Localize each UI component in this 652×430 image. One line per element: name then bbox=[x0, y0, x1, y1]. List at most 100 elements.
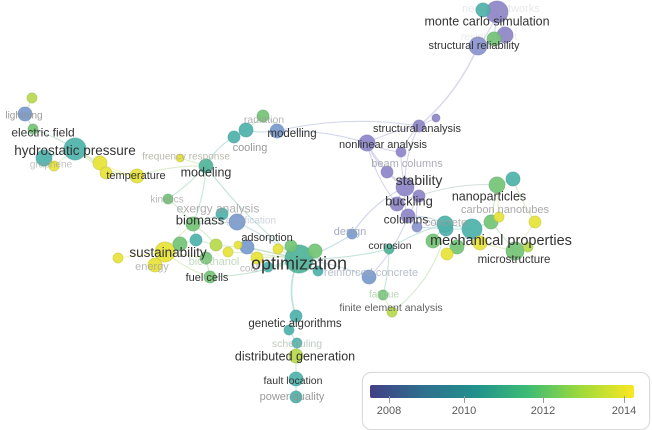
node-columns[interactable] bbox=[400, 208, 416, 224]
node-fuel-cells[interactable] bbox=[203, 270, 217, 284]
label-lightning[interactable]: lightning bbox=[5, 111, 42, 122]
label-residual-plot[interactable]: residual plot bbox=[461, 31, 518, 43]
node-n52[interactable] bbox=[222, 246, 234, 258]
node-n23[interactable] bbox=[505, 171, 521, 187]
node-fault-location[interactable] bbox=[288, 371, 304, 387]
node-n39[interactable] bbox=[284, 239, 298, 253]
label-monte-carlo-simulation[interactable]: monte carlo simulation bbox=[424, 15, 549, 29]
label-nanoparticles[interactable]: nanoparticles bbox=[452, 190, 526, 204]
node-distributed-generation[interactable] bbox=[288, 348, 304, 364]
node-n42[interactable] bbox=[250, 251, 264, 265]
label-frequency-response[interactable]: frequency response bbox=[142, 152, 230, 163]
label-corrosion[interactable]: corrosion bbox=[368, 240, 411, 252]
node-hydrostatic-pressure[interactable] bbox=[63, 137, 87, 161]
label-optimization[interactable]: optimization bbox=[251, 253, 347, 273]
label-genetic-algorithms[interactable]: genetic algorithms bbox=[248, 318, 342, 330]
node-n63[interactable] bbox=[35, 149, 53, 167]
node-radiation[interactable] bbox=[256, 109, 270, 123]
node-n51[interactable] bbox=[112, 252, 124, 264]
node-n48[interactable] bbox=[209, 238, 223, 252]
node-genetic-algorithms[interactable] bbox=[289, 309, 303, 323]
label-carbon-nanotubes[interactable]: carbon nanotubes bbox=[461, 204, 550, 216]
node-nanoparticles[interactable] bbox=[488, 176, 506, 194]
label-fuel-cells[interactable]: fuel cells bbox=[186, 272, 229, 284]
node-nonlinear-analysis[interactable] bbox=[358, 134, 376, 152]
label-coal[interactable]: coal bbox=[240, 264, 258, 275]
node-residual-plot[interactable] bbox=[486, 31, 502, 47]
node-finite-element-analysis[interactable] bbox=[386, 306, 398, 318]
label-reinforced-concrete[interactable]: reinforced concrete bbox=[324, 267, 418, 279]
node-buckling[interactable] bbox=[389, 196, 405, 212]
node-n6[interactable] bbox=[431, 113, 441, 123]
node-n27[interactable] bbox=[493, 211, 505, 223]
label-sustainability[interactable]: sustainability bbox=[129, 245, 207, 260]
node-n69[interactable] bbox=[238, 122, 254, 138]
label-fatigue[interactable]: fatigue bbox=[369, 290, 399, 301]
node-sustainability[interactable] bbox=[154, 241, 176, 263]
label-buckling[interactable]: buckling bbox=[385, 194, 433, 209]
node-carbon-nanotubes[interactable] bbox=[528, 215, 542, 229]
label-microstructure[interactable]: microstructure bbox=[478, 254, 551, 266]
label-neural-networks[interactable]: neural networks bbox=[462, 3, 540, 15]
label-mechanical-properties[interactable]: mechanical properties bbox=[430, 233, 572, 249]
node-n34[interactable] bbox=[522, 241, 534, 253]
node-corrosion[interactable] bbox=[383, 243, 395, 255]
node-biomass[interactable] bbox=[185, 216, 201, 232]
label-biomass[interactable]: biomass bbox=[176, 213, 225, 228]
label-bioethanol[interactable]: bioethanol bbox=[189, 256, 240, 268]
node-exergy-analysis[interactable] bbox=[215, 207, 229, 221]
node-n30[interactable] bbox=[472, 235, 488, 251]
label-energy[interactable]: energy bbox=[135, 261, 169, 273]
node-n33[interactable] bbox=[440, 247, 454, 261]
label-modeling[interactable]: modeling bbox=[181, 166, 232, 180]
node-n43[interactable] bbox=[262, 261, 274, 273]
label-graphene[interactable]: graphene bbox=[30, 160, 73, 171]
label-cooling[interactable]: cooling bbox=[233, 142, 268, 154]
label-structural-analysis[interactable]: structural analysis bbox=[373, 123, 462, 135]
label-temperature[interactable]: temperature bbox=[106, 170, 165, 182]
node-lightning[interactable] bbox=[17, 106, 33, 122]
node-n47[interactable] bbox=[189, 233, 203, 247]
node-reinforced-concrete[interactable] bbox=[361, 269, 377, 285]
label-power-quality[interactable]: power quality bbox=[260, 391, 325, 403]
node-n38[interactable] bbox=[272, 243, 284, 255]
label-distributed-generation[interactable]: distributed generation bbox=[235, 350, 355, 364]
node-n65[interactable] bbox=[92, 155, 108, 171]
label-modelling[interactable]: modelling bbox=[267, 128, 316, 140]
node-structural-analysis[interactable] bbox=[412, 119, 426, 133]
label-finite-element-analysis[interactable]: finite element analysis bbox=[339, 302, 442, 314]
label-concrete[interactable]: concrete bbox=[425, 217, 467, 229]
label-hydrostatic-pressure[interactable]: hydrostatic pressure bbox=[14, 143, 136, 158]
node-scheduling[interactable] bbox=[291, 337, 303, 349]
node-microstructure[interactable] bbox=[505, 241, 525, 261]
node-n66[interactable] bbox=[99, 166, 113, 180]
node-graphene[interactable] bbox=[48, 160, 60, 172]
node-n24[interactable] bbox=[436, 215, 454, 233]
label-design[interactable]: design bbox=[334, 226, 366, 238]
node-beam-columns[interactable] bbox=[395, 146, 407, 158]
node-fatigue[interactable] bbox=[377, 289, 389, 301]
label-kinetics[interactable]: kinetics bbox=[150, 195, 183, 206]
label-columns[interactable]: columns bbox=[384, 212, 429, 226]
node-design[interactable] bbox=[346, 228, 358, 240]
node-n12[interactable] bbox=[412, 189, 426, 203]
node-n15[interactable] bbox=[411, 221, 423, 233]
node-n31[interactable] bbox=[449, 239, 465, 255]
label-scheduling[interactable]: scheduling bbox=[272, 338, 322, 350]
label-electric-field[interactable]: electric field bbox=[11, 125, 74, 139]
node-gasification[interactable] bbox=[228, 213, 246, 231]
node-modeling[interactable] bbox=[198, 158, 214, 174]
node-structural-reliability[interactable] bbox=[468, 36, 488, 56]
node-n36[interactable] bbox=[307, 243, 323, 259]
node-modelling[interactable] bbox=[269, 123, 285, 139]
node-n59[interactable] bbox=[26, 92, 38, 104]
node-n25[interactable] bbox=[461, 218, 483, 240]
node-temperature[interactable] bbox=[129, 168, 145, 184]
label-beam-columns[interactable]: beam columns bbox=[371, 158, 443, 170]
node-energy[interactable] bbox=[147, 257, 163, 273]
label-adsorption[interactable]: adsorption bbox=[241, 232, 292, 244]
node-bioethanol[interactable] bbox=[199, 251, 213, 265]
node-power-quality[interactable] bbox=[289, 390, 303, 404]
node-mechanical-properties[interactable] bbox=[425, 233, 441, 249]
